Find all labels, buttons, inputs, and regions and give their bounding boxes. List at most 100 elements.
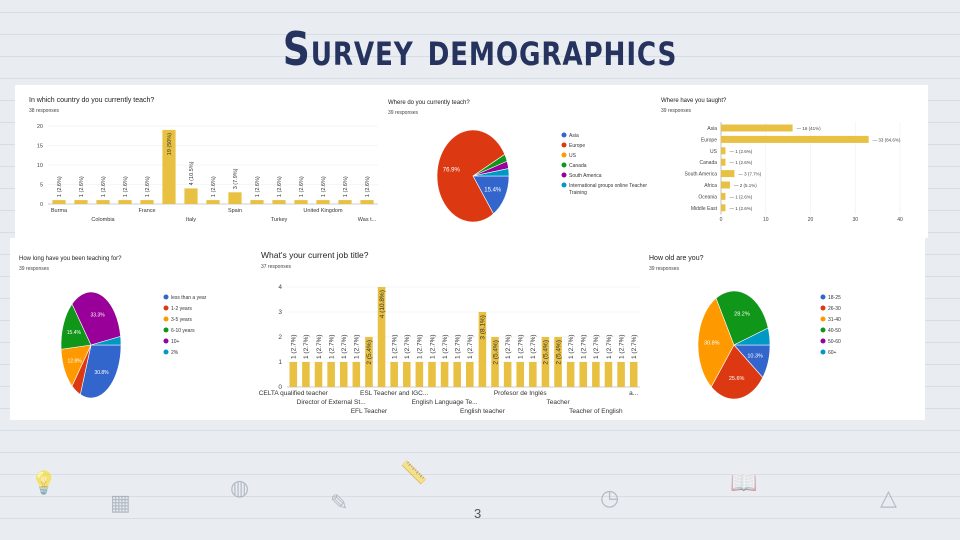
legend-label-line: Asia — [569, 133, 579, 139]
x-tick-label: 30 — [852, 217, 858, 223]
x-tick-label: 20 — [808, 217, 814, 223]
bar — [453, 362, 461, 387]
x-tick-label: Burma — [51, 208, 68, 214]
data-label: 1 (2.7%) — [303, 334, 310, 359]
x-tick-label: France — [138, 208, 155, 214]
data-label: — 33 (84.6%) — [873, 137, 901, 142]
legend-swatch — [163, 305, 169, 311]
y-tick-label: US — [710, 149, 718, 155]
x-tick-label: Was t... — [358, 217, 377, 223]
lightbulb-icon: 💡 — [30, 470, 58, 495]
data-label: 1 (2.6%) — [299, 176, 305, 197]
slide-title: Survey demographics — [282, 22, 678, 76]
response-count: 39 responses — [661, 108, 692, 114]
slice-label: 76.9% — [443, 167, 461, 173]
data-label: 1 (2.6%) — [277, 176, 283, 197]
x-tick-label: ESL Teacher and IGC... — [360, 390, 428, 397]
data-label: 1 (2.7%) — [618, 334, 625, 359]
legend-label: 40-50 — [828, 328, 841, 334]
slice-label: 30.8% — [94, 370, 109, 376]
data-label: 1 (2.7%) — [391, 334, 398, 359]
bar — [466, 362, 474, 387]
legend-label: 3-5 years — [171, 317, 192, 323]
bar — [721, 124, 793, 132]
legend-label: Asia — [569, 133, 579, 139]
bar — [503, 362, 512, 387]
data-label: 1 (2.7%) — [316, 334, 323, 359]
legend-swatch — [163, 338, 169, 344]
school-doodles-decoration: 💡 ▦ ◍ ✎ 📏 ◷ 📖 △ — [0, 430, 960, 540]
pie-slice — [71, 291, 121, 346]
legend-swatch — [561, 142, 567, 148]
calculator-icon: ▦ — [110, 490, 131, 515]
bar — [162, 129, 176, 204]
bar — [478, 312, 487, 387]
chart-title: How long have you been teaching for? — [19, 256, 122, 262]
x-tick-label: Colombia — [91, 217, 115, 223]
page-number: 3 — [474, 506, 482, 521]
data-label: 1 (2.7%) — [442, 334, 449, 359]
bar — [554, 337, 562, 387]
triangle-icon: △ — [880, 485, 897, 510]
data-label: 1 (2.7%) — [291, 334, 298, 359]
legend-label: 10+ — [171, 339, 180, 345]
x-tick-label: United Kingdom — [303, 208, 343, 214]
slice-label: 15.4% — [484, 187, 502, 193]
legend-label-line: Training — [569, 190, 587, 196]
legend-label-line: less than a year — [171, 295, 207, 301]
legend-swatch — [561, 152, 567, 158]
legend-label-line: Europe — [569, 143, 585, 149]
chart-title: In which country do you currently teach? — [29, 97, 154, 104]
bar — [327, 362, 335, 387]
legend-label: 50-60 — [828, 339, 841, 345]
bar — [365, 337, 373, 387]
data-label: 3 (8.1%) — [480, 315, 487, 340]
bar — [721, 192, 726, 200]
legend-label: 31-40 — [828, 317, 841, 323]
legend-swatch — [163, 294, 169, 300]
bar — [339, 362, 348, 387]
legend-label-line: US — [569, 153, 577, 159]
bar — [721, 204, 726, 212]
legend-label: International groups online Teacher Train… — [569, 183, 647, 196]
legend-label-line: 26-30 — [828, 306, 841, 312]
data-label: 4 (10.5%) — [189, 161, 195, 185]
legend-label-line: 2% — [171, 350, 179, 356]
charts-panel-bottom — [10, 238, 925, 420]
legend-label-line: 18-25 — [828, 295, 841, 301]
data-label: 1 (2.7%) — [467, 334, 474, 359]
data-label: 1 (2.7%) — [505, 334, 512, 359]
y-tick-label: Europe — [701, 137, 717, 143]
response-count: 39 responses — [649, 266, 680, 272]
bar — [566, 362, 575, 387]
legend-label: 1-2 years — [171, 306, 192, 312]
x-tick-label: English Language Te... — [412, 399, 478, 406]
data-label: 1 (2.7%) — [354, 334, 361, 359]
data-label: 2 (5.4%) — [543, 340, 550, 365]
legend-swatch — [561, 162, 567, 168]
slice-label: 12.8% — [67, 358, 82, 364]
legend-label: US — [569, 153, 577, 159]
data-label: — 1 (2.6%) — [729, 194, 752, 199]
pie-slice — [715, 290, 769, 346]
data-label: 1 (2.7%) — [606, 334, 613, 359]
y-tick-label: Asia — [707, 126, 717, 132]
pie-slice — [79, 344, 122, 399]
bar — [721, 158, 726, 166]
book-icon: 📖 — [730, 470, 758, 495]
x-tick-label: Spain — [228, 208, 242, 214]
data-label: 1 (2.7%) — [328, 334, 335, 359]
bar — [390, 362, 398, 387]
legend-label-line: 1-2 years — [171, 306, 192, 312]
y-tick-label: Canada — [699, 160, 717, 166]
data-label: 2 (5.4%) — [492, 340, 499, 365]
data-label: 1 (2.7%) — [417, 334, 424, 359]
data-label: — 3 (7.7%) — [738, 172, 761, 177]
x-tick-label: CELTA qualified teacher — [259, 390, 329, 397]
chart-title: Where have you taught? — [661, 98, 727, 104]
y-tick-label: 15 — [37, 144, 43, 150]
slice-label: 15.4% — [67, 330, 82, 336]
y-tick-label: Oceania — [698, 194, 717, 200]
data-label: 1 (2.6%) — [123, 176, 129, 197]
bar — [314, 362, 323, 387]
